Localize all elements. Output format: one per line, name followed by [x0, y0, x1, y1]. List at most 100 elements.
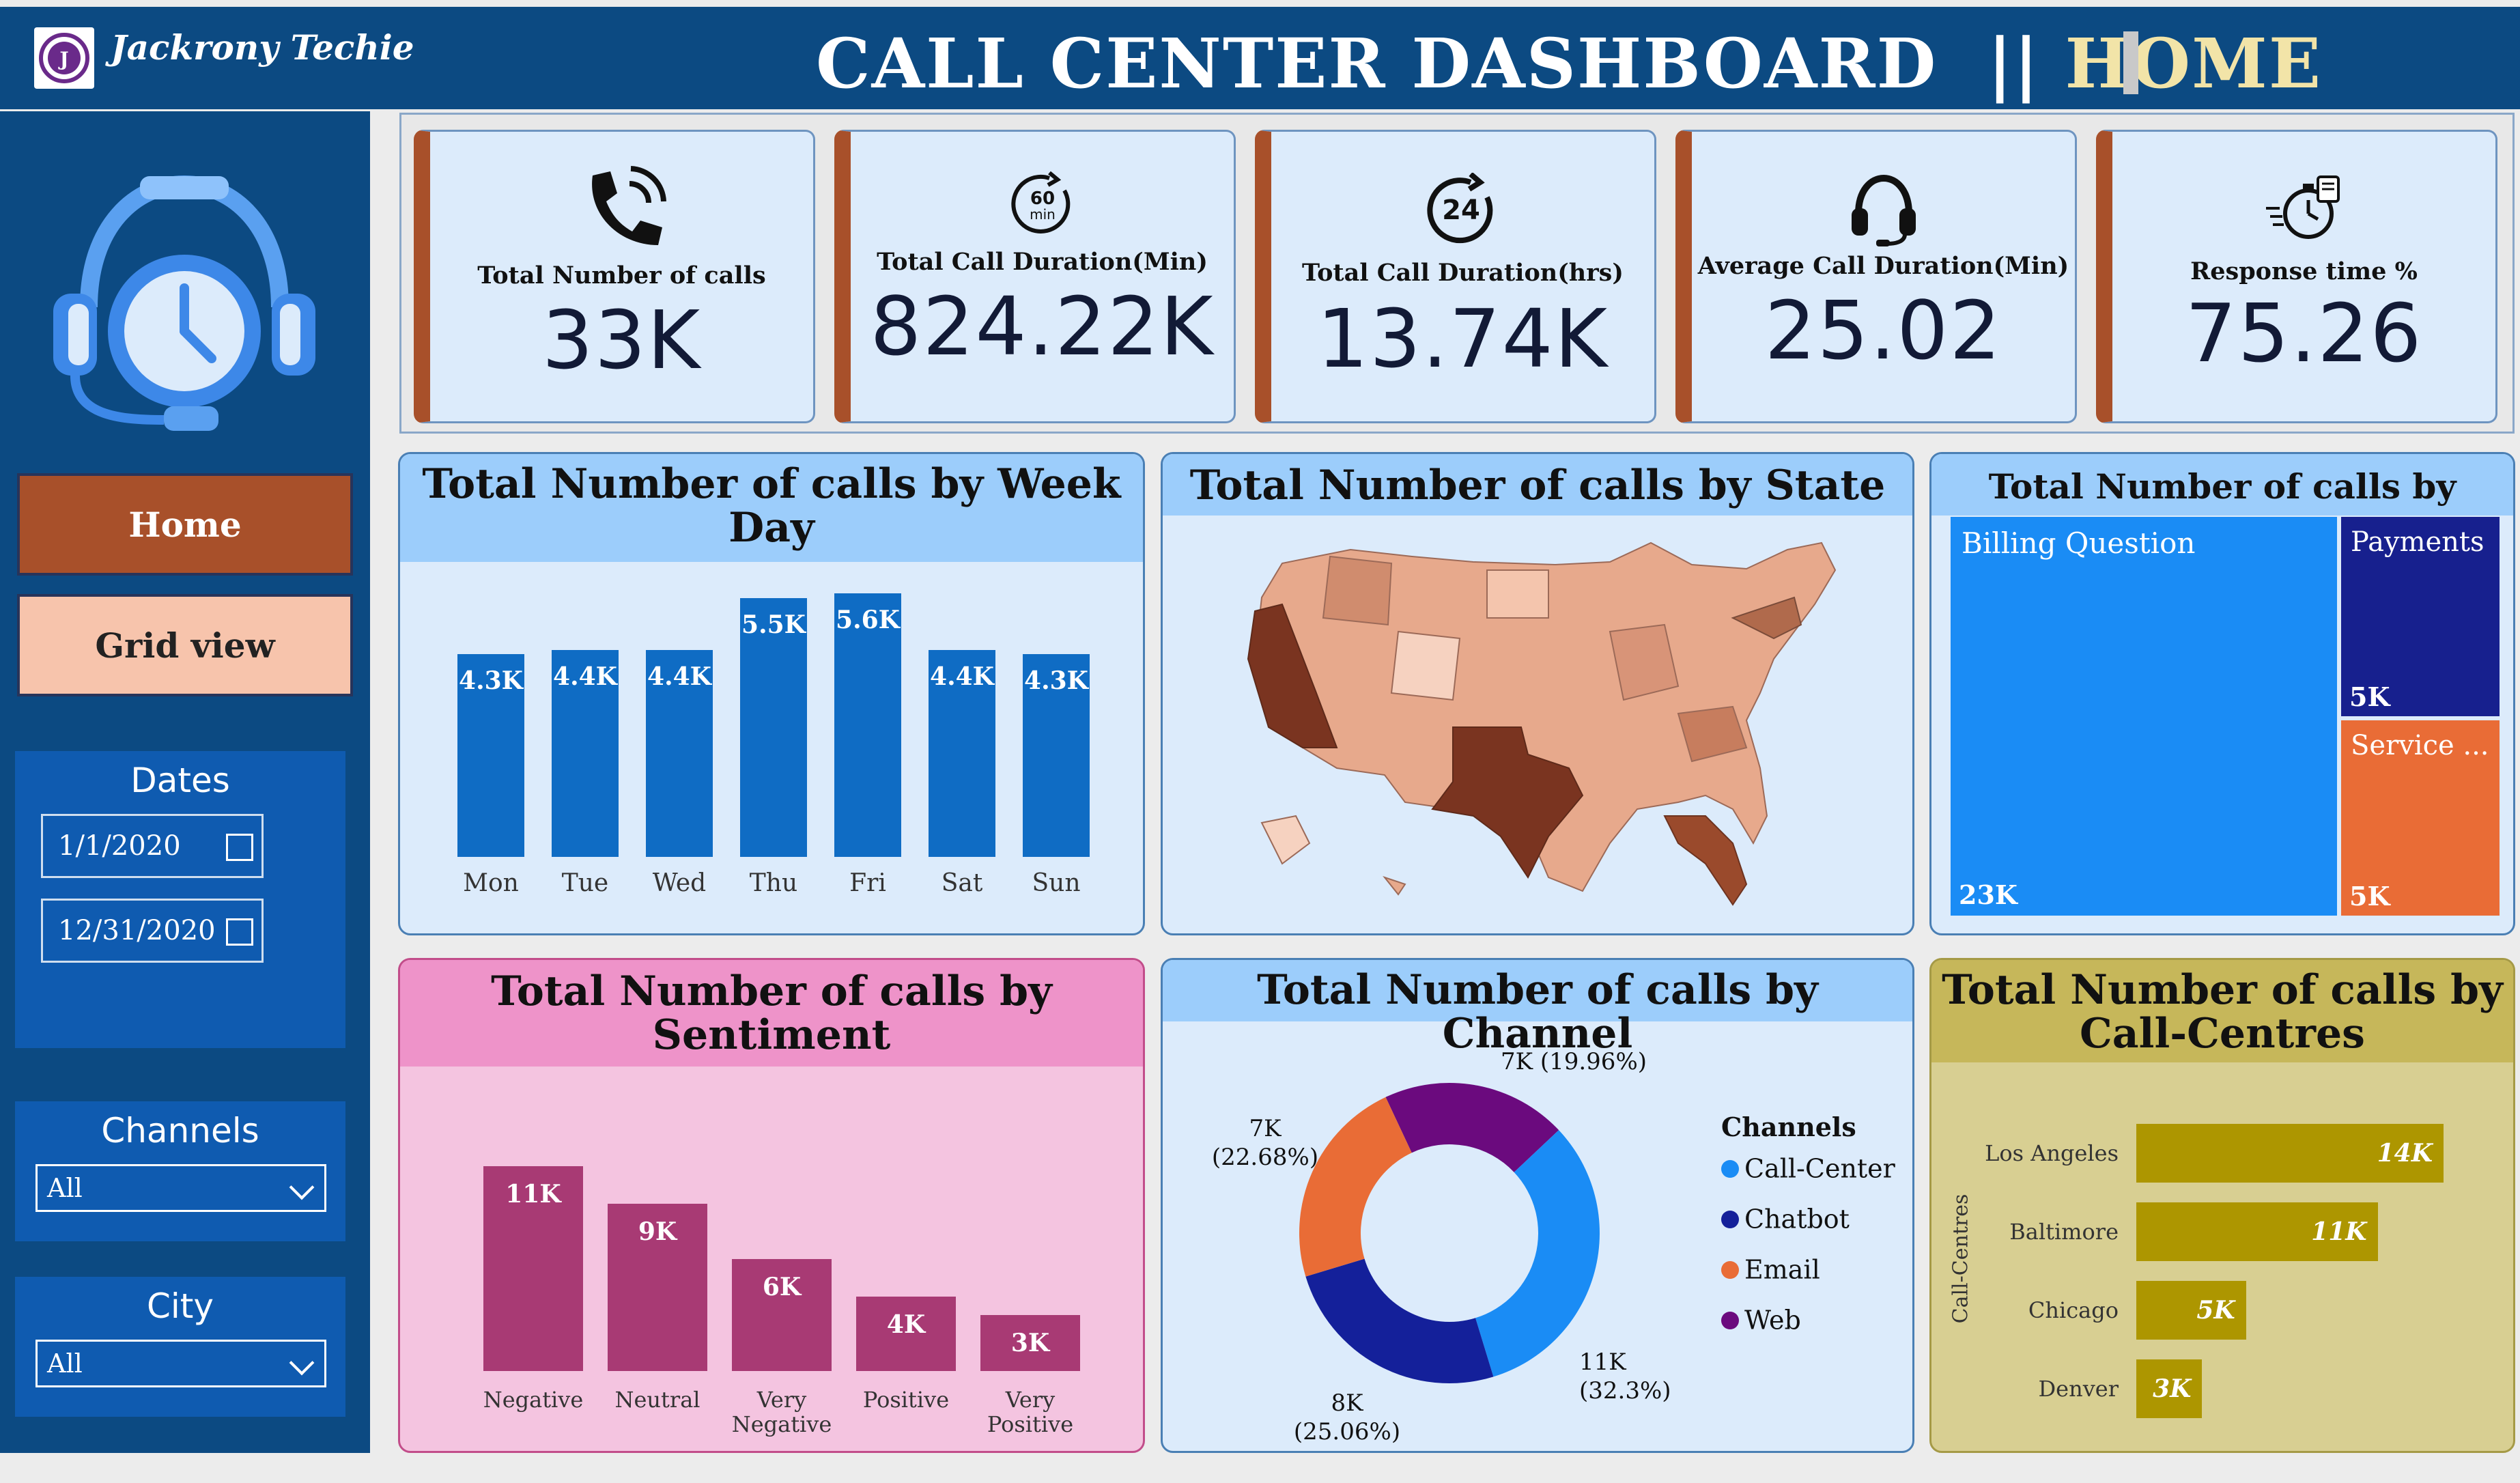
- calendar-icon[interactable]: [226, 834, 253, 861]
- donut-slice-chatbot[interactable]: [1305, 1258, 1494, 1383]
- treemap-tile-value: 23K: [1959, 879, 2018, 910]
- city-dropdown-value: All: [47, 1348, 83, 1379]
- donut-slice-email[interactable]: [1299, 1097, 1412, 1277]
- centres-tick-label: Denver: [2038, 1376, 2119, 1402]
- weekday-bar-label: 4.4K: [553, 662, 617, 691]
- donut-slice-label: 7K: [1249, 1115, 1282, 1142]
- weekday-tick-label: Wed: [652, 869, 707, 897]
- channel-legend-item[interactable]: Call-Center: [1721, 1151, 1895, 1184]
- home-button[interactable]: Home: [17, 473, 353, 576]
- grid-view-button[interactable]: Grid view: [17, 594, 353, 696]
- treemap-tile-value: 5K: [2349, 681, 2390, 712]
- treemap-tile-service[interactable]: Service ... 5K: [2341, 720, 2500, 916]
- weekday-tick-label: Mon: [463, 869, 519, 897]
- svg-text:min: min: [1030, 206, 1056, 223]
- start-date-value: 1/1/2020: [58, 830, 181, 862]
- city-title: City: [147, 1286, 214, 1326]
- kpi-card-duration-hrs: 24 Total Call Duration(hrs) 13.74K: [1255, 130, 1656, 423]
- weekday-bar[interactable]: [552, 649, 619, 857]
- chevron-down-icon[interactable]: [289, 1174, 315, 1200]
- treemap-tile-billing[interactable]: Billing Question 23K: [1951, 517, 2337, 916]
- centres-tick-label: Baltimore: [2009, 1219, 2119, 1245]
- weekday-tick-label: Thu: [749, 869, 798, 897]
- weekday-tick-label: Sun: [1032, 869, 1081, 897]
- weekday-bar-label: 4.4K: [930, 662, 994, 691]
- centres-bar[interactable]: [2136, 1202, 2378, 1261]
- sentiment-bar[interactable]: [608, 1203, 707, 1371]
- sentiment-bar[interactable]: [856, 1296, 956, 1371]
- end-date-value: 12/31/2020: [58, 915, 216, 946]
- weekday-bar-label: 4.3K: [1024, 666, 1088, 696]
- phone-icon: [578, 166, 666, 257]
- centres-bar[interactable]: [2136, 1124, 2444, 1183]
- treemap-tile-value: 5K: [2349, 881, 2390, 912]
- brand-logo-icon: J: [39, 33, 89, 83]
- sentiment-tick-label: Neutral: [614, 1387, 700, 1413]
- weekday-bar[interactable]: [646, 649, 713, 857]
- sentiment-bar-chart: 11K Negative 9K Neutral 6K Very Negative 4K Pos…: [400, 1067, 1143, 1451]
- sentiment-tick-label: Very Negative: [731, 1387, 832, 1437]
- channels-dropdown-value: All: [47, 1173, 83, 1203]
- weekday-bar[interactable]: [834, 593, 901, 857]
- treemap-tile-payments[interactable]: Payments 5K: [2341, 517, 2500, 716]
- timer-60-icon: 60 min: [1008, 170, 1077, 241]
- sentiment-tick-label: Very Positive: [987, 1387, 1074, 1437]
- sentiment-tick-label: Positive: [862, 1387, 950, 1413]
- weekday-bar[interactable]: [457, 654, 524, 857]
- legend-label: Call-Center: [1744, 1153, 1895, 1184]
- city-panel: City All: [15, 1277, 345, 1417]
- page-title-sep: ||: [1987, 23, 2040, 104]
- sentiment-bar[interactable]: [483, 1166, 583, 1371]
- kpi-label: Response time %: [2190, 257, 2418, 285]
- legend-dot-icon: [1721, 1311, 1739, 1329]
- state-map-title: Total Number of calls by State: [1163, 454, 1912, 515]
- dates-title: Dates: [130, 761, 230, 800]
- centres-bar[interactable]: [2136, 1359, 2203, 1418]
- svg-text:60: 60: [1030, 188, 1054, 209]
- legend-dot-icon: [1721, 1210, 1739, 1228]
- weekday-bar-label: 5.5K: [741, 610, 806, 639]
- donut-slice-percent: (25.06%): [1294, 1418, 1400, 1445]
- reason-treemap-panel: Total Number of calls by Reason Billing …: [1929, 452, 2515, 935]
- kpi-label: Total Number of calls: [477, 262, 766, 289]
- sentiment-bar-label: 4K: [886, 1310, 926, 1339]
- channel-chart-panel: Total Number of calls by Channel 7K (19.…: [1161, 958, 1914, 1453]
- weekday-tick-label: Fri: [849, 869, 886, 897]
- sentiment-bar-label: 9K: [638, 1217, 677, 1246]
- centres-bar[interactable]: [2136, 1281, 2246, 1340]
- weekday-chart-title: Total Number of calls by Week Day: [400, 454, 1143, 562]
- dates-panel: Dates 1/1/2020 12/31/2020: [15, 751, 345, 1048]
- channel-legend-item[interactable]: Email: [1721, 1252, 1820, 1285]
- title-accent-bar: [2123, 31, 2138, 94]
- donut-slice-label: 11K: [1579, 1348, 1626, 1376]
- end-date-field[interactable]: 12/31/2020: [41, 899, 264, 963]
- channel-donut-chart: 7K (19.96%) 11K(32.3%) 8K(25.06%) 7K(22.68%…: [1212, 1048, 1671, 1445]
- kpi-value: 33K: [541, 293, 702, 387]
- start-date-field[interactable]: 1/1/2020: [41, 814, 264, 878]
- legend-label: Web: [1744, 1305, 1801, 1336]
- city-dropdown[interactable]: All: [36, 1340, 326, 1387]
- sentiment-bar-label: 6K: [762, 1273, 802, 1302]
- us-map[interactable]: [1228, 522, 1842, 918]
- weekday-tick-label: Sat: [941, 869, 983, 897]
- calendar-icon[interactable]: [226, 918, 253, 946]
- weekday-bar[interactable]: [1023, 654, 1090, 857]
- chevron-down-icon[interactable]: [289, 1350, 315, 1376]
- centres-tick-label: Chicago: [2028, 1297, 2119, 1323]
- donut-slice-web[interactable]: [1385, 1083, 1559, 1172]
- channels-dropdown[interactable]: All: [36, 1164, 326, 1212]
- svg-text:24: 24: [1442, 195, 1480, 226]
- brand-logo: J: [34, 27, 94, 89]
- channels-panel: Channels All: [15, 1101, 345, 1241]
- sentiment-bar[interactable]: [732, 1259, 832, 1371]
- weekday-bar-chart: 4.3K Mon 4.4K Tue 4.4K Wed 5.5K Thu 5.6K Fri 4.4K S…: [400, 562, 1143, 933]
- channel-legend-item[interactable]: Web: [1721, 1303, 1801, 1336]
- weekday-bar[interactable]: [929, 649, 995, 857]
- sentiment-bar[interactable]: [980, 1315, 1080, 1371]
- donut-slice-call-center[interactable]: [1475, 1130, 1600, 1377]
- channel-legend-item[interactable]: Chatbot: [1721, 1202, 1850, 1234]
- legend-label: Email: [1744, 1254, 1820, 1285]
- weekday-bar[interactable]: [740, 597, 807, 857]
- weekday-bar-label: 4.4K: [647, 662, 711, 691]
- weekday-tick-label: Tue: [561, 869, 609, 897]
